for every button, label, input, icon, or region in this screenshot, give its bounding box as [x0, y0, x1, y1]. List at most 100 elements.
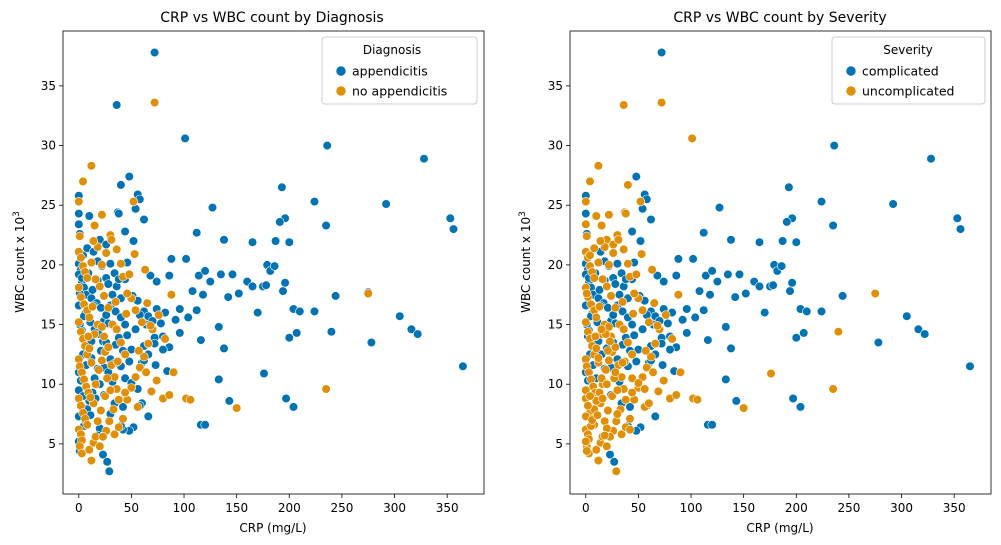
data-point-no-appendicitis [131, 372, 141, 382]
data-point-no-appendicitis [152, 376, 162, 386]
data-point-uncomplicated [642, 362, 652, 373]
data-point-uncomplicated [635, 197, 646, 207]
data-point-complicated [699, 228, 709, 238]
data-point-no-appendicitis [121, 309, 131, 319]
data-point-uncomplicated [633, 378, 644, 388]
data-point-no-appendicitis [109, 429, 120, 439]
data-point-uncomplicated [613, 235, 624, 245]
data-point-complicated [714, 203, 725, 213]
data-point-uncomplicated [608, 248, 618, 258]
data-point-no-appendicitis [232, 403, 242, 413]
legend-marker-complicated [845, 65, 857, 77]
data-point-no-appendicitis [145, 321, 155, 331]
legend-marker-uncomplicated [845, 85, 857, 97]
y-axis-label: WBC count x 103 [518, 211, 533, 313]
data-point-no-appendicitis [126, 383, 136, 393]
data-point-complicated [612, 259, 623, 269]
data-point-appendicitis [331, 291, 341, 301]
data-point-appendicitis [395, 311, 405, 321]
data-point-appendicitis [110, 306, 121, 317]
x-tick-label: 250 [330, 501, 353, 515]
data-point-no-appendicitis [120, 388, 130, 398]
data-point-appendicitis [102, 457, 112, 467]
data-point-uncomplicated [619, 244, 629, 254]
y-tick-label: 15 [41, 318, 56, 332]
data-point-complicated [712, 277, 723, 287]
data-point-no-appendicitis [166, 290, 176, 300]
data-point-complicated [776, 261, 787, 271]
data-point-uncomplicated [603, 346, 613, 356]
data-point-no-appendicitis [185, 395, 195, 405]
data-point-complicated [703, 335, 713, 345]
data-point-uncomplicated [656, 97, 667, 108]
data-point-complicated [631, 356, 641, 367]
data-point-appendicitis [448, 224, 459, 234]
data-point-appendicitis [227, 269, 238, 280]
data-point-appendicitis [118, 402, 128, 412]
data-point-complicated [734, 269, 745, 280]
data-point-complicated [694, 286, 705, 296]
data-point-uncomplicated [585, 250, 595, 260]
data-point-uncomplicated [593, 353, 604, 363]
data-point-appendicitis [381, 199, 391, 209]
data-point-complicated [721, 374, 731, 385]
data-point-uncomplicated [625, 414, 635, 424]
legend-label-appendicitis: appendicitis [352, 64, 428, 79]
data-point-no-appendicitis [100, 391, 110, 401]
data-point-no-appendicitis [146, 386, 156, 397]
data-point-no-appendicitis [82, 273, 92, 283]
data-point-complicated [625, 402, 635, 412]
data-point-appendicitis [223, 292, 233, 302]
data-point-uncomplicated [828, 384, 838, 394]
data-point-no-appendicitis [104, 416, 114, 426]
data-point-appendicitis [120, 373, 130, 383]
data-point-no-appendicitis [101, 248, 111, 258]
data-point-uncomplicated [617, 297, 628, 307]
data-point-no-appendicitis [164, 390, 174, 400]
data-point-no-appendicitis [93, 416, 103, 426]
data-point-appendicitis [120, 320, 130, 330]
data-point-uncomplicated [646, 352, 656, 362]
data-point-complicated [788, 393, 798, 404]
data-point-appendicitis [116, 180, 126, 190]
x-tick-label: 200 [785, 501, 808, 515]
y-tick-label: 15 [548, 318, 563, 332]
data-point-uncomplicated [607, 391, 617, 401]
data-point-uncomplicated [661, 310, 671, 320]
data-point-complicated [726, 235, 736, 245]
plot-area-frame [569, 30, 992, 495]
data-point-no-appendicitis [95, 281, 105, 292]
data-point-appendicitis [143, 411, 153, 422]
data-point-uncomplicated [650, 339, 660, 349]
data-point-uncomplicated [602, 441, 612, 451]
data-point-uncomplicated [627, 388, 637, 398]
data-point-appendicitis [124, 172, 134, 182]
data-point-no-appendicitis [137, 317, 147, 327]
data-point-appendicitis [270, 261, 280, 271]
y-tick-label: 25 [41, 198, 56, 212]
data-point-uncomplicated [659, 376, 669, 386]
data-point-complicated [631, 172, 641, 182]
data-point-no-appendicitis [97, 322, 107, 332]
data-point-no-appendicitis [102, 373, 112, 383]
data-point-appendicitis [247, 281, 258, 292]
data-point-uncomplicated [611, 466, 621, 476]
data-point-complicated [777, 236, 788, 246]
data-point-complicated [782, 217, 792, 227]
data-point-uncomplicated [637, 305, 648, 315]
data-point-appendicitis [151, 360, 161, 370]
data-point-appendicitis [205, 277, 215, 287]
data-point-complicated [731, 396, 741, 406]
data-point-complicated [646, 214, 656, 225]
data-point-uncomplicated [582, 446, 592, 456]
data-point-appendicitis [181, 254, 191, 264]
data-point-no-appendicitis [108, 404, 119, 414]
data-point-uncomplicated [597, 274, 608, 284]
data-point-appendicitis [219, 235, 229, 245]
data-point-appendicitis [366, 337, 377, 348]
x-tick-label: 100 [680, 501, 703, 515]
data-point-complicated [723, 269, 733, 280]
data-point-no-appendicitis [113, 356, 123, 367]
x-tick-label: 0 [75, 501, 83, 515]
data-point-complicated [581, 209, 591, 219]
